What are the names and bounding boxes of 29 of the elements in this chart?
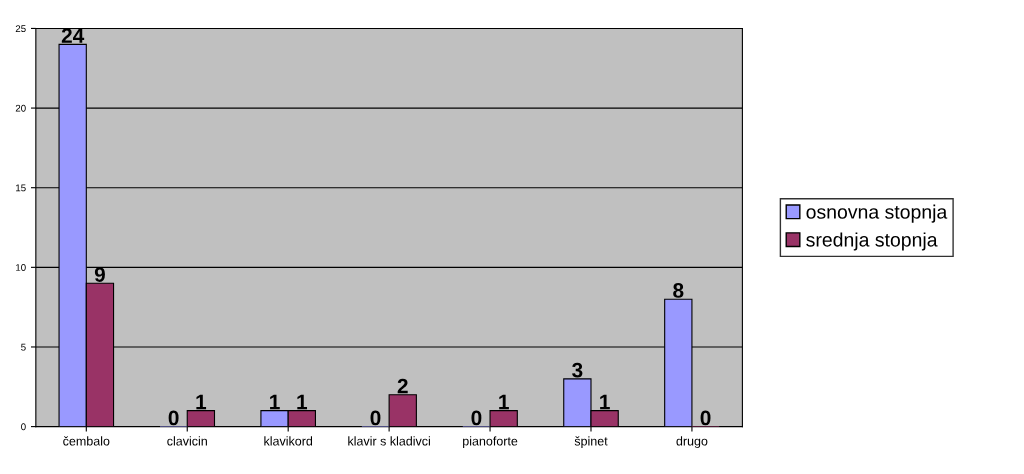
legend-label: osnovna stopnja xyxy=(806,204,948,223)
x-tick-label: pianoforte xyxy=(463,436,518,448)
x-tick-label: clavicin xyxy=(167,436,207,446)
x-tick-label: klavir s kladivci xyxy=(348,436,430,446)
y-tick-label: 0 xyxy=(21,423,26,431)
y-tick-label: 20 xyxy=(15,104,26,112)
data-label: 1 xyxy=(196,394,207,410)
data-label: 3 xyxy=(572,362,583,378)
data-label: 2 xyxy=(397,378,408,394)
data-label: 24 xyxy=(61,28,85,43)
y-tick-label: 5 xyxy=(21,343,26,351)
data-label: 1 xyxy=(499,394,509,410)
x-tick-label: čembalo xyxy=(63,436,110,446)
x-tick-label: špinet xyxy=(574,436,608,449)
x-tick-label: drugo xyxy=(676,436,708,448)
x-tick-label: klavikord xyxy=(264,436,313,446)
data-label: 0 xyxy=(471,410,482,426)
y-tick-label: 25 xyxy=(15,25,26,33)
y-tick-label: 15 xyxy=(16,184,26,192)
data-label: 1 xyxy=(270,394,280,410)
data-label: 0 xyxy=(168,410,179,426)
data-label: 0 xyxy=(700,410,711,426)
data-label: 9 xyxy=(94,267,105,282)
legend-label: srednja stopnja xyxy=(806,232,938,251)
data-label: 1 xyxy=(297,394,308,410)
y-tick-label: 10 xyxy=(16,264,26,271)
data-label: 0 xyxy=(370,410,381,426)
data-label: 1 xyxy=(600,394,610,410)
data-label: 8 xyxy=(673,283,684,298)
